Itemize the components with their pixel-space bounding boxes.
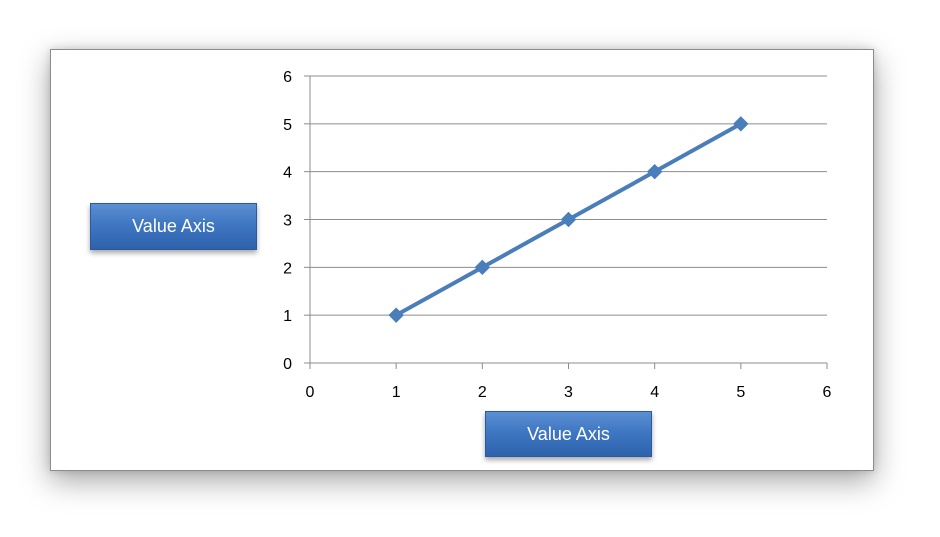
y-tick-label-5: 5 (283, 117, 292, 134)
y-axis-title[interactable]: Value Axis (90, 203, 257, 250)
x-axis-title[interactable]: Value Axis (485, 411, 652, 457)
y-tick-label-6: 6 (283, 69, 292, 86)
y-tick-label-0: 0 (283, 356, 292, 373)
data-point-0-2 (560, 211, 577, 228)
data-point-0-1 (474, 259, 491, 276)
x-tick-label-6: 6 (823, 384, 832, 401)
y-tick-label-3: 3 (283, 213, 292, 230)
x-tick-label-1: 1 (392, 384, 401, 401)
x-tick-label-5: 5 (736, 384, 745, 401)
x-tick-label-2: 2 (478, 384, 487, 401)
y-tick-label-2: 2 (283, 260, 292, 277)
x-tick-label-3: 3 (564, 384, 573, 401)
data-point-0-0 (388, 307, 404, 323)
chart-frame (50, 49, 874, 471)
x-tick-label-0: 0 (306, 384, 315, 401)
x-tick-label-4: 4 (650, 384, 659, 401)
data-point-0-3 (646, 163, 663, 180)
y-tick-label-1: 1 (283, 308, 292, 325)
data-point-0-4 (733, 116, 749, 132)
y-tick-label-4: 4 (283, 165, 292, 182)
